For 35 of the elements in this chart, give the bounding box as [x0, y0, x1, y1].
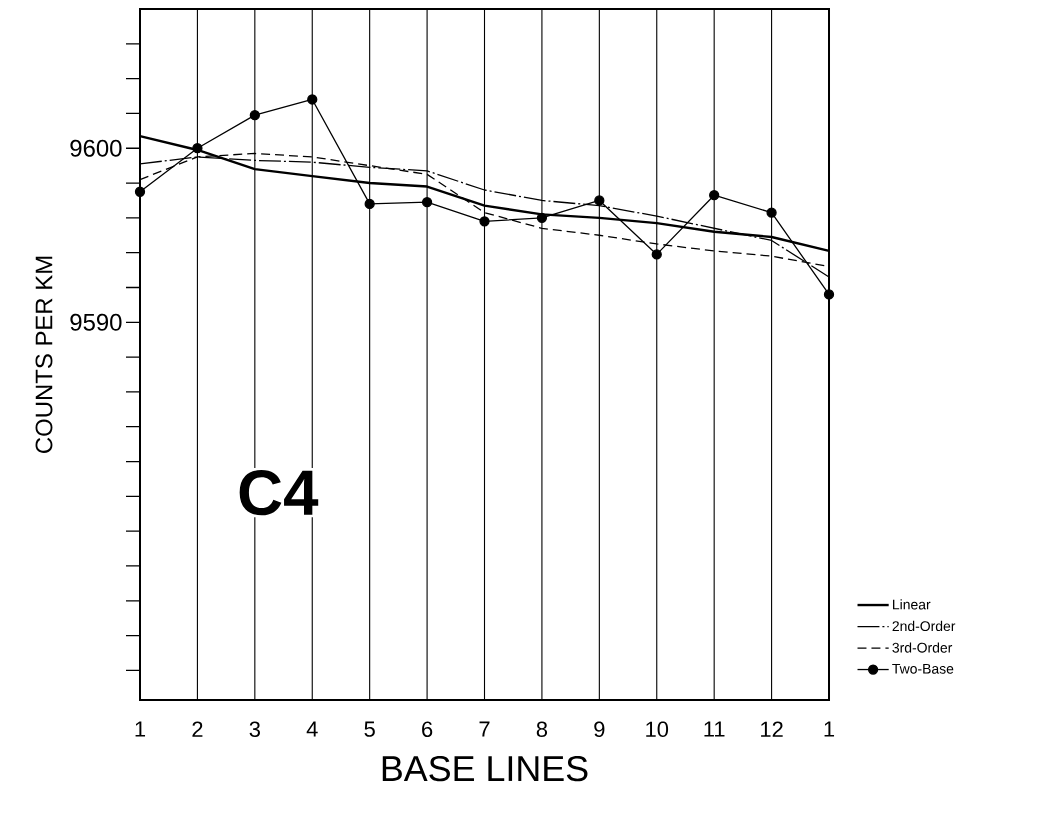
point [364, 198, 375, 210]
point [651, 249, 662, 260]
legend-label: 3rd-Order [892, 642, 953, 653]
x-tick-label: 12 [761, 721, 783, 737]
legend-label: Linear [893, 599, 931, 610]
x-tick-label: 7 [479, 721, 490, 737]
point [709, 190, 720, 201]
y-tick-label: 9590 [70, 313, 122, 331]
point [192, 143, 203, 154]
y-tick-label: 9600 [70, 139, 122, 157]
x-tick-label: 4 [306, 721, 318, 737]
x-tick-label: 11 [704, 721, 725, 737]
x-tick-label: 2 [192, 721, 203, 737]
x-tick-label: 9 [594, 721, 605, 738]
point [479, 216, 490, 227]
point [766, 207, 777, 218]
point [134, 186, 146, 197]
point [307, 94, 318, 105]
annotation: C4 [239, 470, 319, 516]
point [249, 110, 260, 121]
point [536, 212, 548, 223]
legend-label: 2nd-Order [892, 620, 956, 632]
x-tick-label: 1 [135, 721, 146, 737]
x-axis-title: BASE LINES [382, 755, 588, 782]
legend-label: Two-Base [892, 664, 954, 674]
y-axis-title: COUNTS PER KM [35, 256, 53, 453]
x-tick-label: 3 [249, 721, 260, 738]
x-tick-label: 10 [646, 721, 669, 738]
point [823, 289, 835, 300]
x-tick-label: 5 [364, 721, 375, 737]
x-tick-label: 1 [824, 721, 835, 737]
x-tick-label: 6 [422, 721, 433, 738]
point [594, 195, 605, 206]
x-tick-label: 8 [536, 721, 548, 738]
point [421, 197, 433, 208]
